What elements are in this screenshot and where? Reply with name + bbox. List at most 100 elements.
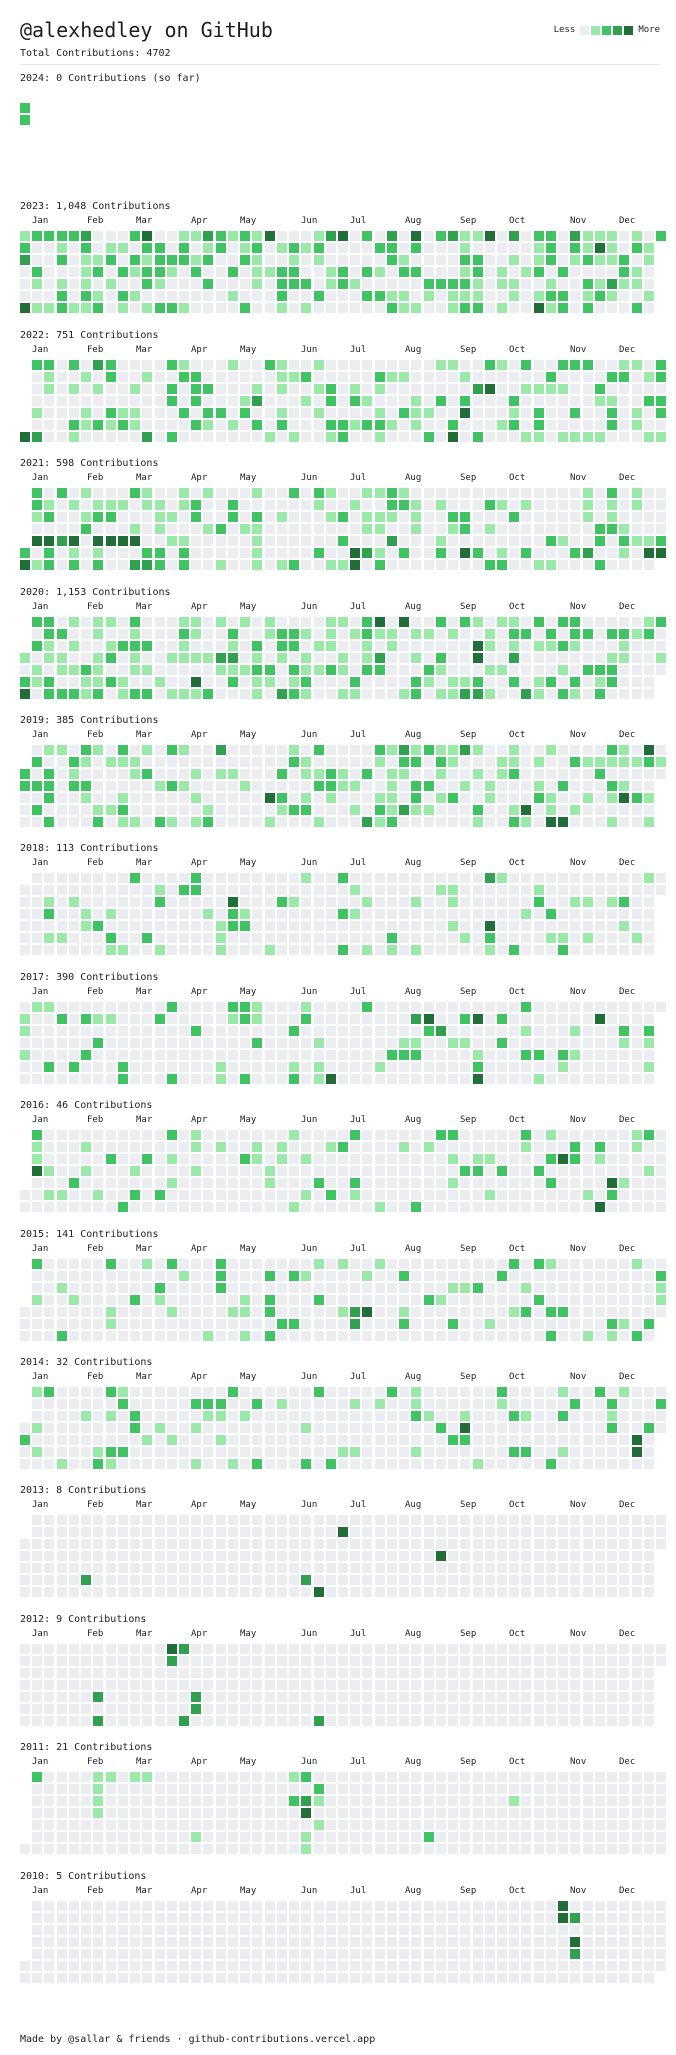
year-section-2014: 2014: 32 Contributions Jan Feb Mar Apr May Jun… [20,1357,666,1473]
contribution-day [656,745,666,755]
contribution-day [558,255,568,265]
contribution-day [81,665,91,675]
contribution-day [387,945,397,955]
contribution-day [228,231,238,241]
contribution-day [570,1563,580,1573]
contribution-day [203,1808,213,1818]
contribution-day [375,1820,385,1830]
contribution-day [436,1551,446,1561]
contribution-day [44,408,54,418]
contribution-day [460,817,470,827]
contribution-day [473,1575,483,1585]
contribution-day [632,1539,642,1549]
contribution-day [375,1656,385,1666]
contribution-day [436,360,446,370]
contribution-day [301,231,311,241]
contribution-day [509,360,519,370]
contribution-day [583,420,593,430]
contribution-day [142,1551,152,1561]
contribution-day [228,1447,238,1457]
contribution-day [497,769,507,779]
contribution-day [473,1387,483,1397]
month-label-apr: Apr [191,1115,208,1125]
contribution-day [595,500,605,510]
contribution-day [448,1074,458,1084]
contribution-day [448,1527,458,1537]
contribution-day [607,512,617,522]
contribution-day [142,1575,152,1585]
contribution-day [583,267,593,277]
contribution-day [338,360,348,370]
contribution-day [314,1190,324,1200]
contribution-day [81,1784,91,1794]
contribution-day [81,1644,91,1654]
contribution-day [240,1563,250,1573]
contribution-day [240,1575,250,1585]
contribution-day [583,1002,593,1012]
contribution-day [583,653,593,663]
contribution-day [448,360,458,370]
contribution-day [399,641,409,651]
contribution-day [350,1447,360,1457]
contribution-day [558,1399,568,1409]
contribution-day [509,279,519,289]
contribution-day [44,677,54,687]
contribution-day [32,653,42,663]
page-header: @alexhedley on GitHub Total Contribution… [20,18,660,65]
contribution-day [350,384,360,394]
contribution-day [350,1644,360,1654]
contribution-day [301,817,311,827]
contribution-day [595,1527,605,1537]
contribution-day [326,1142,336,1152]
contribution-day [191,1295,201,1305]
contribution-day [314,1050,324,1060]
contribution-day [191,255,201,265]
contribution-day [118,873,128,883]
contribution-day [473,1202,483,1212]
contribution-day [142,921,152,931]
contribution-day [44,885,54,895]
contribution-day [583,1307,593,1317]
contribution-day [424,360,434,370]
contribution-day [265,1271,275,1281]
contribution-day [546,1014,556,1024]
contribution-day [57,1002,67,1012]
contribution-day [155,1154,165,1164]
contribution-day [509,432,519,442]
month-label-aug: Aug [405,1372,422,1382]
contribution-day [375,384,385,394]
contribution-day [473,1435,483,1445]
contribution-day [203,303,213,313]
contribution-day [326,1587,336,1597]
contribution-day [252,1796,262,1806]
contribution-day [362,1832,372,1842]
contribution-day [301,1716,311,1726]
contribution-day [644,560,654,570]
contribution-day [558,1190,568,1200]
contribution-day [619,360,629,370]
contribution-day [240,488,250,498]
contribution-day [399,1772,409,1782]
contribution-day [509,1142,519,1152]
contribution-day [632,1716,642,1726]
contribution-day [497,279,507,289]
contribution-day [252,885,262,895]
contribution-day [350,267,360,277]
month-label-oct: Oct [509,1500,526,1510]
contribution-day [240,1692,250,1702]
contribution-day [436,1563,446,1573]
month-label-nov: Nov [570,730,587,740]
contribution-day [130,1668,140,1678]
contribution-day [656,1832,666,1842]
contribution-day [57,372,67,382]
contribution-day [265,1190,275,1200]
contribution-day [301,1062,311,1072]
contribution-day [289,1026,299,1036]
contribution-day [387,873,397,883]
contribution-day [473,560,483,570]
year-title: 2015: 141 Contributions [20,1229,159,1240]
contribution-day [130,1166,140,1176]
contribution-day [399,1459,409,1469]
contribution-day [216,1014,226,1024]
contribution-day [411,1307,421,1317]
